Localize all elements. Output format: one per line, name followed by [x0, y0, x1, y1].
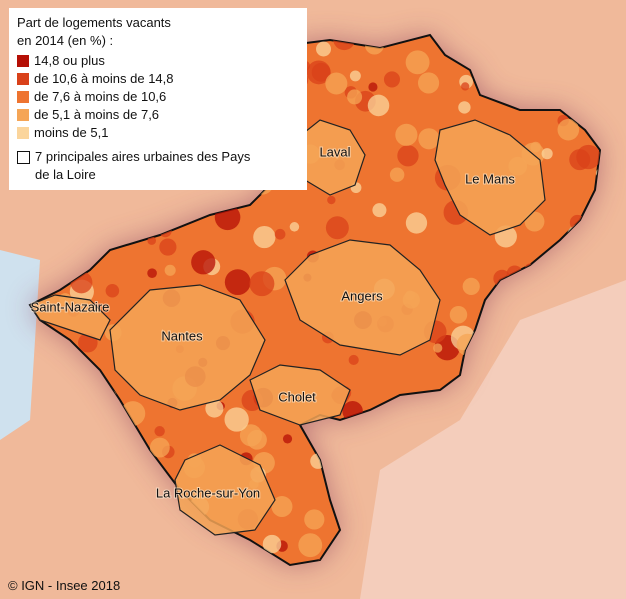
sea: [0, 250, 40, 440]
commune: [253, 225, 276, 249]
place-label: Laval: [319, 144, 350, 159]
commune: [462, 277, 480, 296]
commune: [461, 82, 470, 91]
commune: [105, 283, 120, 298]
commune: [164, 264, 176, 276]
legend-item: de 5,1 à moins de 7,6: [17, 106, 299, 124]
legend-swatch: [17, 73, 29, 85]
legend-swatch: [17, 109, 29, 121]
commune: [154, 426, 165, 437]
commune: [541, 148, 553, 160]
commune: [298, 533, 323, 558]
commune: [433, 343, 443, 353]
commune: [347, 89, 363, 105]
commune: [389, 167, 405, 182]
commune: [205, 399, 224, 418]
commune: [327, 195, 336, 205]
commune: [405, 212, 428, 234]
urban-area: [284, 239, 441, 356]
commune: [530, 141, 541, 153]
commune: [524, 211, 545, 232]
place-label: Angers: [341, 288, 383, 303]
boundary-swatch: [17, 151, 30, 164]
legend-label: de 10,6 à moins de 14,8: [34, 71, 174, 86]
urban-area: [294, 119, 366, 196]
legend-swatch: [17, 91, 29, 103]
commune: [449, 305, 468, 324]
commune: [274, 228, 286, 240]
commune: [395, 123, 418, 146]
legend-label: de 5,1 à moins de 7,6: [34, 107, 160, 122]
commune: [383, 71, 400, 88]
credit: © IGN - Insee 2018: [8, 578, 121, 593]
place-label: Cholet: [278, 389, 316, 404]
legend-title: Part de logements vacants en 2014 (en %)…: [17, 15, 171, 48]
legend-label: 14,8 ou plus: [34, 53, 105, 68]
commune: [316, 41, 332, 57]
commune: [311, 62, 331, 82]
legend-swatch: [17, 127, 29, 139]
boundary-label: 7 principales aires urbaines des Pays de…: [35, 149, 251, 182]
commune: [368, 82, 378, 92]
legend-items: 14,8 ou plus de 10,6 à moins de 14,8 de 7,…: [17, 52, 299, 142]
urban-area: [109, 284, 266, 411]
commune: [149, 437, 170, 458]
commune: [159, 238, 177, 256]
urban-areas: [29, 119, 546, 536]
commune: [304, 509, 325, 530]
commune: [262, 534, 282, 554]
legend-swatch: [17, 55, 29, 67]
commune: [349, 70, 361, 82]
commune: [271, 496, 293, 518]
commune: [191, 250, 216, 275]
place-labels: Laval Le Mans Angers Nantes Saint-Nazaire Cho…: [30, 143, 517, 501]
legend-boundary: 7 principales aires urbaines des Pays de…: [17, 148, 299, 184]
commune: [239, 424, 262, 447]
commune: [372, 203, 387, 218]
commune: [557, 118, 580, 141]
commune: [325, 72, 348, 95]
commune: [147, 268, 157, 279]
commune: [576, 144, 600, 170]
legend-label: de 7,6 à moins de 10,6: [34, 89, 167, 104]
commune: [325, 216, 349, 240]
place-label: La Roche-sur-Yon: [156, 485, 260, 500]
legend-item: de 7,6 à moins de 10,6: [17, 88, 299, 106]
place-label: Saint-Nazaire: [31, 299, 110, 314]
commune: [147, 236, 156, 245]
outside-area: [360, 280, 626, 599]
commune: [397, 145, 419, 167]
legend: Part de logements vacants en 2014 (en %)…: [9, 8, 307, 190]
commune: [418, 128, 440, 150]
urban-area: [249, 364, 351, 426]
commune: [458, 101, 471, 114]
commune: [367, 94, 390, 117]
place-label: Le Mans: [465, 171, 515, 186]
legend-item: 14,8 ou plus: [17, 52, 299, 70]
commune: [405, 50, 430, 75]
commune: [224, 407, 249, 432]
legend-item: moins de 5,1: [17, 124, 299, 142]
commune: [282, 434, 293, 444]
legend-item: de 10,6 à moins de 14,8: [17, 70, 299, 88]
commune: [249, 271, 275, 297]
urban-area: [434, 119, 546, 236]
commune: [224, 269, 251, 296]
commune: [289, 222, 300, 232]
commune: [417, 72, 440, 94]
urban-area: [174, 444, 276, 536]
urban-area: [29, 294, 111, 341]
commune: [348, 354, 359, 366]
place-label: Nantes: [161, 328, 203, 343]
legend-label: moins de 5,1: [34, 125, 109, 140]
